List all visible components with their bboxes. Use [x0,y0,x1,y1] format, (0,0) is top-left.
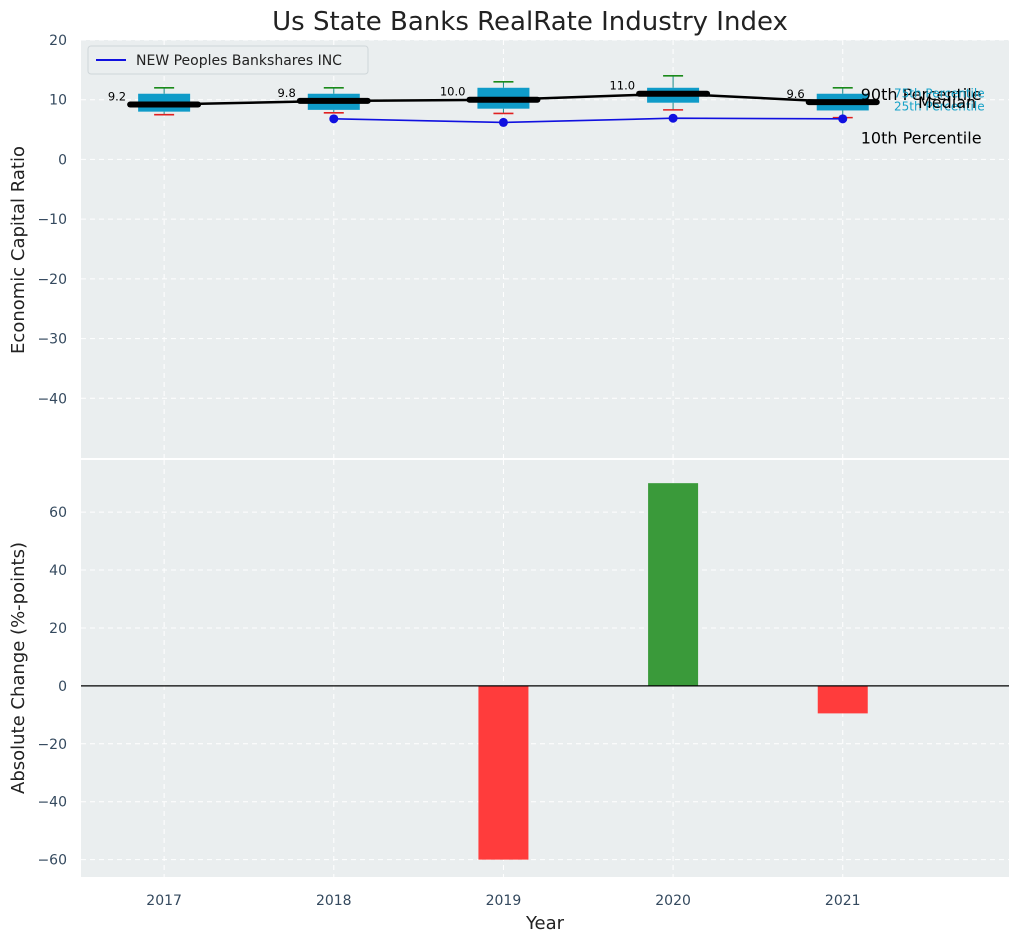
company-series [329,113,848,127]
label-10th-percentile: 10th Percentile [861,129,982,148]
median-value-label: 10.0 [440,85,466,99]
x-tick-labels: 2017 2018 2019 2020 2021 [146,893,860,909]
top-gridlines [81,39,1009,458]
top-y-tick-label: −30 [37,332,67,348]
chart-title: Us State Banks RealRate Industry Index [272,7,788,37]
change-bars [478,483,868,860]
bottom-y-tick-label: −40 [37,795,67,811]
top-y-tick-label: 20 [49,33,67,49]
bottom-y-tick-label: 0 [58,679,67,695]
top-panel: 20 10 0 −10 −20 −30 −40 9.2 9.8 10.0 11.0 9.6 90th… [8,33,1009,458]
legend: NEW Peoples Bankshares INC [87,45,369,75]
company-point [329,114,339,124]
legend-box [87,45,369,75]
company-point [498,117,508,127]
top-y-tick-label: −10 [37,212,67,228]
bottom-y-tick-label: 60 [49,505,67,521]
top-y-tick-labels: 20 10 0 −10 −20 −30 −40 [37,33,67,407]
bottom-y-tick-label: 20 [49,621,67,637]
company-line [333,117,843,124]
bottom-y-tick-labels: 60 40 20 0 −20 −40 −60 [37,505,67,869]
bottom-panel-background [81,460,1009,877]
change-bar [648,483,699,686]
change-bar [817,685,868,714]
median-line [164,92,843,106]
median-value-labels: 9.2 9.8 10.0 11.0 9.6 [108,79,805,104]
top-y-tick-label: 0 [58,152,67,168]
median-value-label: 9.6 [786,87,804,101]
bottom-y-tick-label: 40 [49,563,67,579]
bottom-y-axis-title: Absolute Change (%-points) [8,542,29,794]
label-75th-percentile: 75th Percentile [894,87,985,101]
median-value-label: 9.8 [277,86,295,100]
x-tick-label: 2018 [316,893,352,909]
x-tick-label: 2017 [146,893,182,909]
label-25th-percentile: 25th Percentile [894,99,985,113]
legend-label: NEW Peoples Bankshares INC [136,53,342,69]
label-median: Median [918,93,976,112]
top-y-axis-title: Economic Capital Ratio [8,146,29,354]
company-point [668,113,678,123]
median-value-label: 9.2 [108,89,126,103]
top-y-tick-label: −40 [37,391,67,407]
bottom-panel: 60 40 20 0 −20 −40 −60 2017 2018 2019 2020 2021 Ab… [8,460,1009,934]
median-value-label: 11.0 [609,79,635,93]
top-y-tick-label: −20 [37,272,67,288]
label-90th-percentile: 90th Percentile [861,85,982,104]
median-series [164,92,843,106]
top-y-tick-label: 10 [49,93,67,109]
bottom-y-tick-label: −60 [37,853,67,869]
bottom-y-tick-label: −20 [37,737,67,753]
x-tick-label: 2021 [825,893,861,909]
x-axis-title: Year [525,913,565,934]
company-point [838,114,848,124]
x-tick-label: 2020 [655,893,691,909]
x-tick-label: 2019 [486,893,522,909]
change-bar [478,685,529,860]
